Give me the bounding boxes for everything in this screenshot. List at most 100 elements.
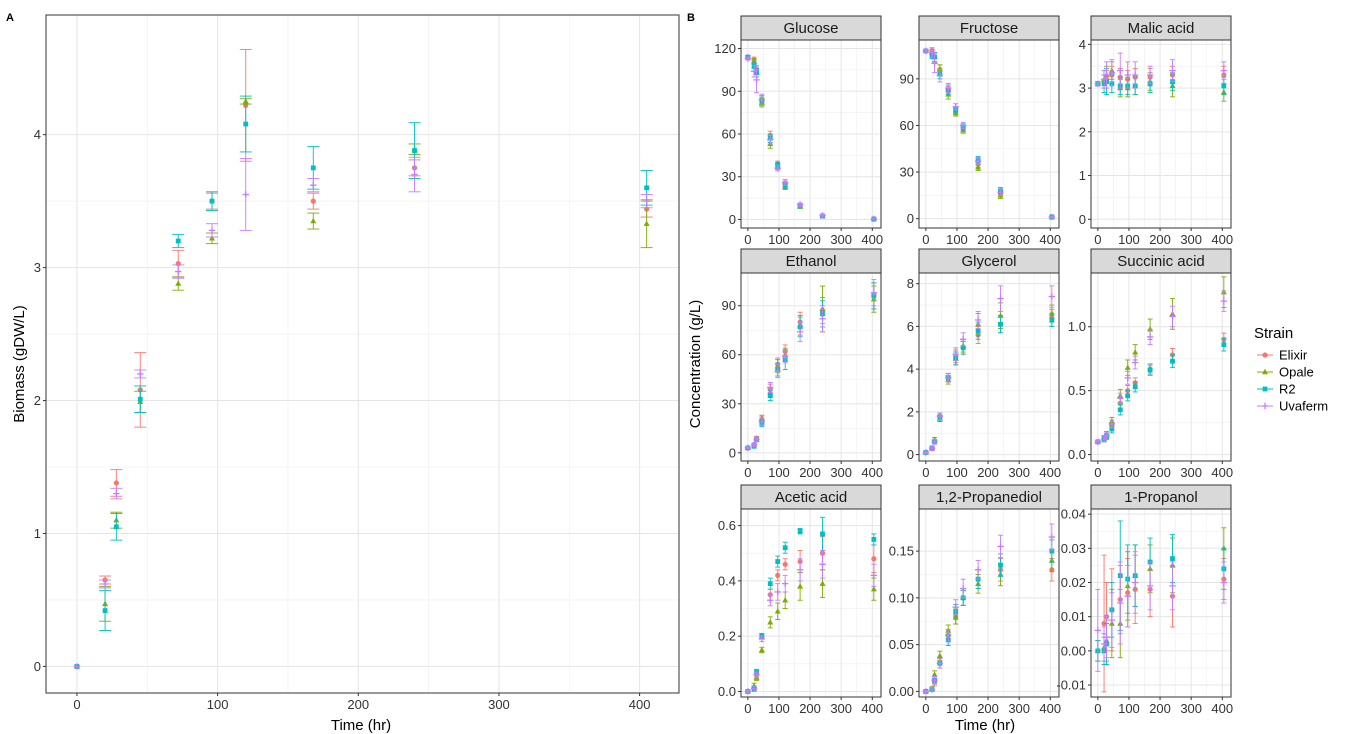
data-point (1103, 432, 1110, 439)
data-point (931, 438, 938, 445)
acetic-acid-x-tick-label: 100 (768, 701, 790, 716)
data-point (1100, 436, 1108, 443)
data-point (797, 528, 803, 534)
data-point (113, 490, 120, 497)
a-plot-area (46, 15, 679, 693)
data-point (819, 315, 826, 322)
succinic-acid-strip-label: Succinic acid (1117, 253, 1205, 270)
facet-fructose: 0 30 60 90 0 100 200 300 400 Fructose (900, 15, 1061, 247)
data-point (922, 47, 930, 55)
data-point (936, 72, 944, 79)
data-point (871, 537, 877, 542)
a-x-tick-label: 200 (347, 697, 369, 712)
1-propanol-x-tick-label: 0 (1094, 701, 1101, 716)
data-point (1132, 349, 1139, 355)
data-point (997, 543, 1004, 550)
legend-key-marker (1261, 402, 1269, 410)
data-point (997, 295, 1004, 302)
acetic-acid-y-tick-label: 0.2 (718, 629, 736, 644)
data-point (974, 316, 982, 324)
succinic-acid-x-tick-label: 300 (1180, 465, 1202, 480)
fructose-x-tick-label: 0 (922, 232, 929, 247)
data-point (1220, 545, 1227, 551)
acetic-acid-strip-label: Acetic acid (775, 489, 848, 506)
1-2-propanediol-x-tick-label: 200 (977, 701, 999, 716)
data-point (644, 185, 650, 191)
data-point (998, 321, 1003, 327)
1-propanol-x-tick-label: 300 (1180, 701, 1202, 716)
data-point (1048, 310, 1055, 316)
data-point (1124, 592, 1131, 600)
malic-acid-y-tick-label: 3 (1079, 81, 1086, 96)
glucose-y-tick-label: 60 (722, 127, 736, 142)
data-point (758, 646, 765, 653)
panel-b-y-axis-title: Concentration (g/L) (687, 300, 704, 428)
1-2-propanediol-y-tick-label: 0.10 (889, 590, 914, 605)
facet-malic-acid: 0 1 2 3 4 0 100 200 300 400 Malic acid (1079, 15, 1233, 247)
data-point (997, 189, 1004, 196)
glycerol-y-tick-label: 2 (907, 404, 914, 419)
data-point (959, 585, 967, 592)
succinic-acid-y-tick-label: 0.5 (1068, 383, 1086, 398)
data-point (1048, 293, 1056, 300)
data-point (208, 227, 216, 234)
data-point (1169, 313, 1176, 320)
data-point (1094, 627, 1102, 634)
a-y-tick-label: 4 (34, 127, 41, 142)
data-point (1147, 326, 1154, 332)
data-point (1146, 71, 1154, 79)
data-point (781, 179, 789, 186)
malic-acid-x-tick-label: 400 (1211, 232, 1233, 247)
ethanol-x-tick-label: 300 (830, 465, 852, 480)
data-point (782, 597, 789, 603)
data-point (242, 191, 249, 198)
glucose-x-tick-label: 100 (768, 232, 790, 247)
fructose-y-tick-label: 60 (900, 118, 914, 133)
ethanol-x-tick-label: 100 (768, 465, 790, 480)
data-point (1220, 579, 1228, 586)
data-point (952, 604, 959, 611)
data-point (767, 597, 774, 604)
data-point (936, 66, 943, 72)
data-point (1169, 582, 1176, 590)
malic-acid-x-tick-label: 200 (1149, 232, 1171, 247)
data-point (1048, 533, 1056, 541)
data-point (101, 580, 109, 588)
panel-a-x-axis-title: Time (hr) (331, 717, 391, 734)
1-2-propanediol-x-tick-label: 0 (922, 701, 929, 716)
1-2-propanediol-plot-area (919, 509, 1059, 697)
facet-acetic-acid: 0.0 0.2 0.4 0.6 0 100 200 300 400 Acetic acid (718, 484, 883, 716)
data-point (819, 580, 826, 586)
ethanol-x-tick-label: 400 (861, 465, 883, 480)
data-point (758, 415, 765, 421)
acetic-acid-series-uvaferm (744, 550, 878, 695)
malic-acid-strip-label: Malic acid (1128, 20, 1195, 37)
data-point (750, 685, 758, 692)
facet-glucose: 0 30 60 90 120 0 100 200 300 400 Glucose (714, 15, 883, 247)
glycerol-strip-label: Glycerol (961, 253, 1016, 270)
data-point (936, 652, 943, 659)
data-point (870, 572, 878, 579)
data-point (1221, 342, 1227, 348)
succinic-acid-x-tick-label: 100 (1118, 465, 1140, 480)
facet-1-propanol: -0.01 0.00 0.01 0.02 0.03 0.04 0 100 200 300 400 1-… (1056, 484, 1233, 716)
succinic-acid-plot-area (1091, 273, 1231, 461)
data-point (1132, 384, 1138, 390)
data-point (781, 353, 789, 360)
legend-label: Uvaferm (1279, 399, 1328, 414)
data-point (1109, 426, 1115, 432)
fructose-strip (918, 15, 1060, 41)
data-point (767, 619, 774, 625)
data-point (945, 84, 952, 92)
data-point (753, 436, 760, 443)
glycerol-x-tick-label: 0 (922, 465, 929, 480)
data-point (753, 671, 760, 679)
1-propanol-strip (1090, 484, 1232, 510)
malic-acid-strip (1090, 15, 1232, 41)
data-point (767, 581, 773, 587)
a-series-uvaferm (73, 156, 653, 670)
data-point (936, 412, 944, 420)
data-point (1146, 582, 1154, 590)
acetic-acid-x-tick-label: 300 (830, 701, 852, 716)
